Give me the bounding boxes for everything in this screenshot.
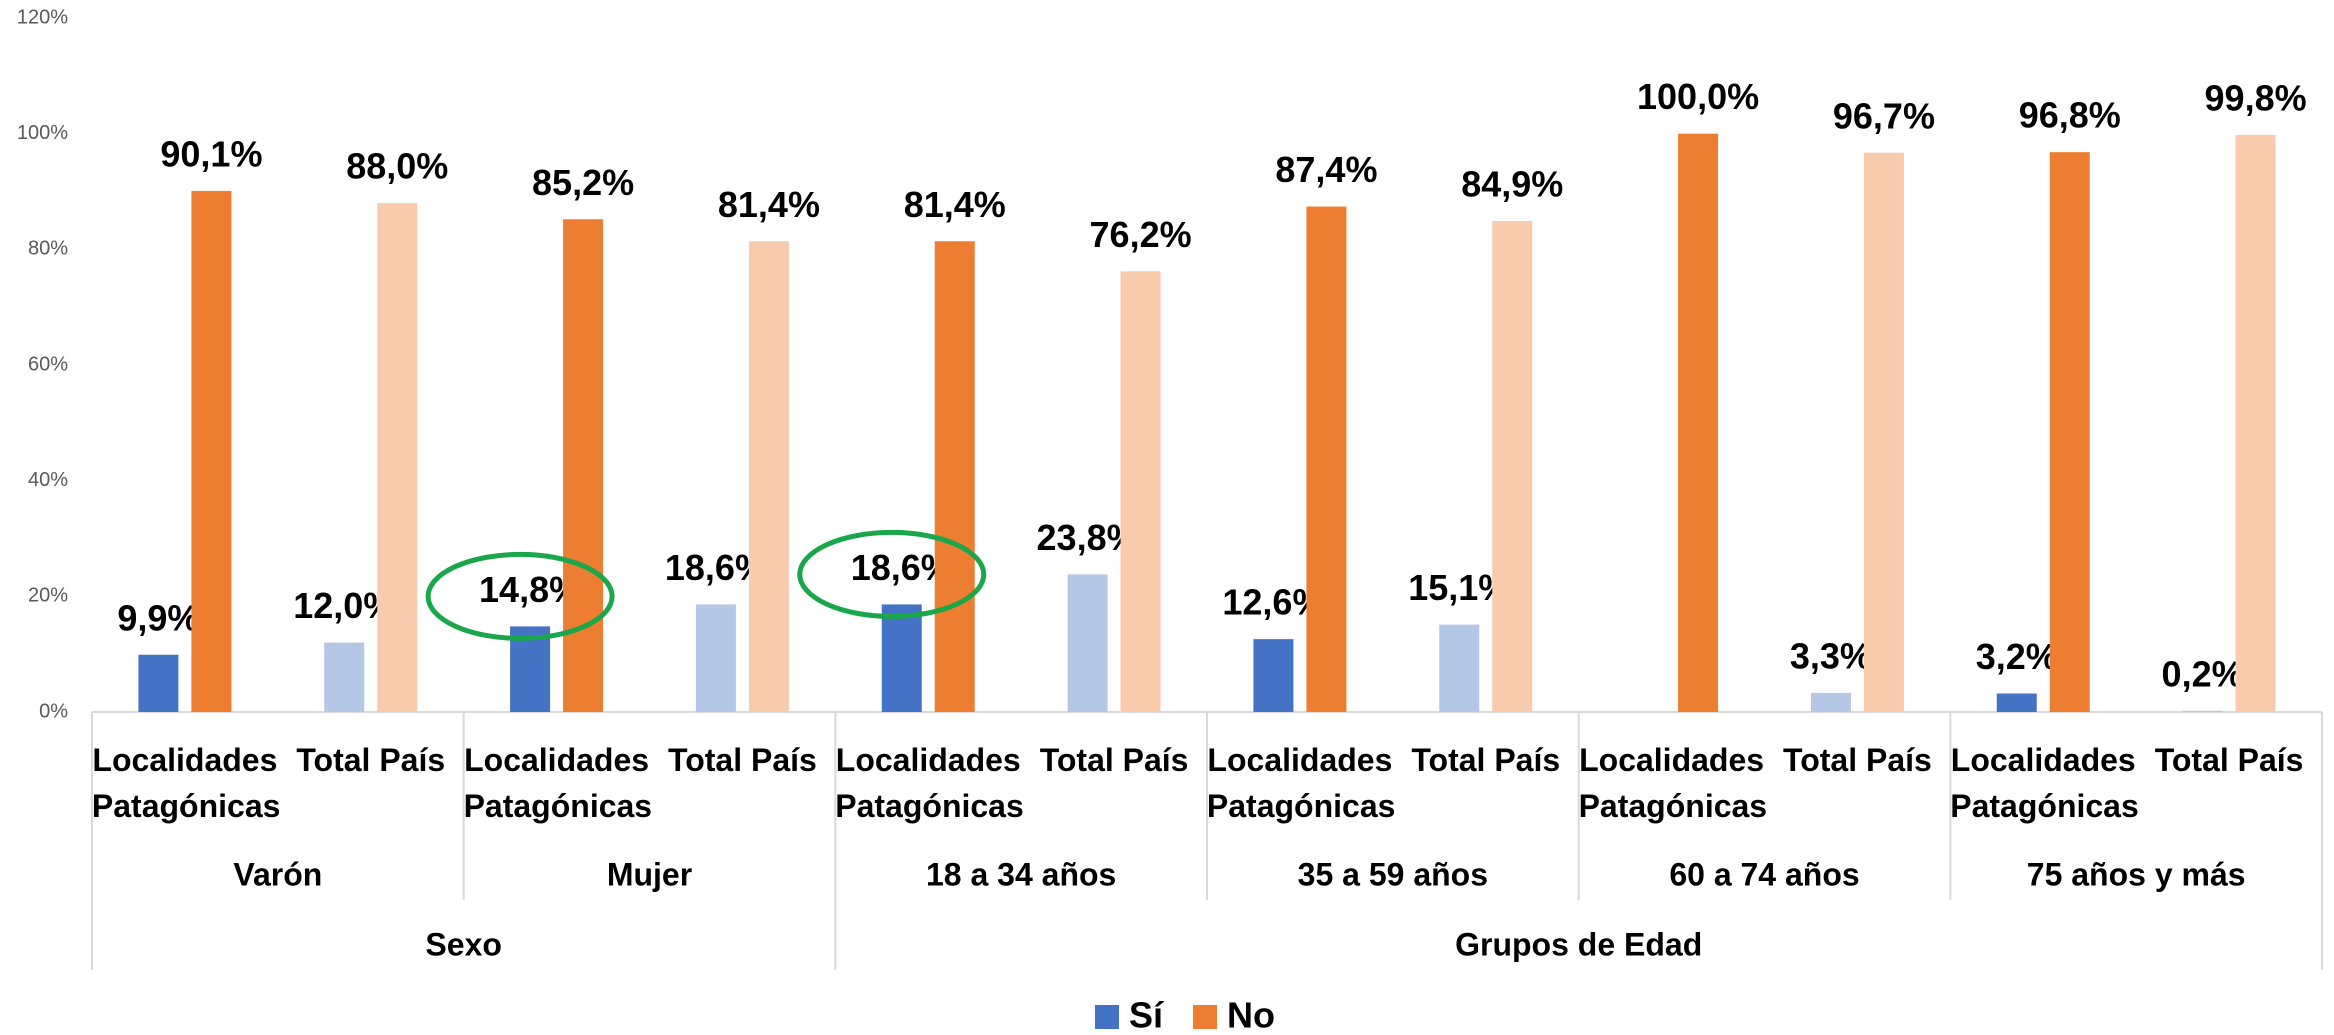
x-tick-label: Localidades Patagónicas [1206,742,1396,824]
group-label: 18 a 34 años [926,856,1116,892]
group-label: Mujer [607,856,692,892]
y-tick-label: 100% [17,122,68,144]
bar [1996,693,2037,712]
highlight [425,551,615,641]
bar [2049,152,2090,712]
value-label: 0,2% [2162,653,2244,694]
value-label: 88,0% [346,146,448,187]
bar [1120,271,1161,712]
value-label: 3,3% [1790,635,1872,676]
x-tick-label: Localidades Patagónicas [91,742,281,824]
group-label: Varón [233,856,322,892]
bar [748,241,789,712]
x-tick-label: Localidades Patagónicas [463,742,653,824]
bar [1863,152,1904,713]
value-label: 96,7% [1833,95,1935,136]
group-label: 35 a 59 años [1298,856,1488,892]
group-label: 75 años y más [2027,856,2246,892]
bar [1439,624,1480,712]
bar [377,203,418,713]
y-tick-label: 20% [28,585,68,607]
x-tick-label: Total País [2154,742,2304,778]
legend-label: No [1227,995,1275,1035]
bar [1067,574,1108,712]
legend-label: Sí [1129,995,1164,1035]
bar [138,654,179,712]
bar [1492,220,1533,712]
value-label: 99,8% [2205,77,2307,118]
highlight [797,529,987,619]
bar [1253,639,1294,712]
value-label: 76,2% [1090,214,1192,255]
bar [1306,206,1347,712]
value-label: 3,2% [1976,636,2058,677]
x-tick-label: Total País [1039,742,1189,778]
group-label: 60 a 74 años [1669,856,1859,892]
value-label: 87,4% [1275,149,1377,190]
value-label: 81,4% [718,184,820,225]
x-tick-label: Total País [668,742,817,778]
supergroup-label: Grupos de Edad [1455,926,1702,962]
bar [1678,133,1719,712]
y-tick-label: 0% [39,700,68,722]
bar [191,190,232,713]
x-tick-label: Localidades Patagónicas [1950,742,2139,824]
bar [881,604,922,712]
y-tick-label: 120% [17,6,68,28]
bar [934,241,975,712]
x-tick-label: Total País [1411,742,1561,778]
value-label: 9,9% [117,597,199,638]
legend-swatch [1095,1005,1119,1029]
legend-swatch [1193,1005,1218,1029]
value-label: 84,9% [1461,164,1563,205]
x-tick-label: Total País [296,742,446,778]
bar [324,642,365,712]
value-label: 100,0% [1637,76,1759,117]
bar [2182,710,2223,712]
value-label: 85,2% [532,162,634,203]
bar [563,219,604,712]
bar [1810,692,1851,712]
value-label: 96,8% [2019,95,2121,136]
bar [2235,134,2276,712]
x-tick-label: Localidades Patagónicas [835,742,1024,824]
y-tick-label: 80% [28,238,68,260]
x-tick-label: Localidades Patagónicas [1578,742,1768,824]
y-tick-label: 60% [28,353,68,375]
y-tick-label: 40% [28,469,68,491]
value-label: 81,4% [904,184,1006,225]
supergroup-label: Sexo [425,926,501,962]
x-tick-label: Total País [1783,742,1932,778]
bar [695,604,736,712]
value-label: 90,1% [160,133,262,174]
